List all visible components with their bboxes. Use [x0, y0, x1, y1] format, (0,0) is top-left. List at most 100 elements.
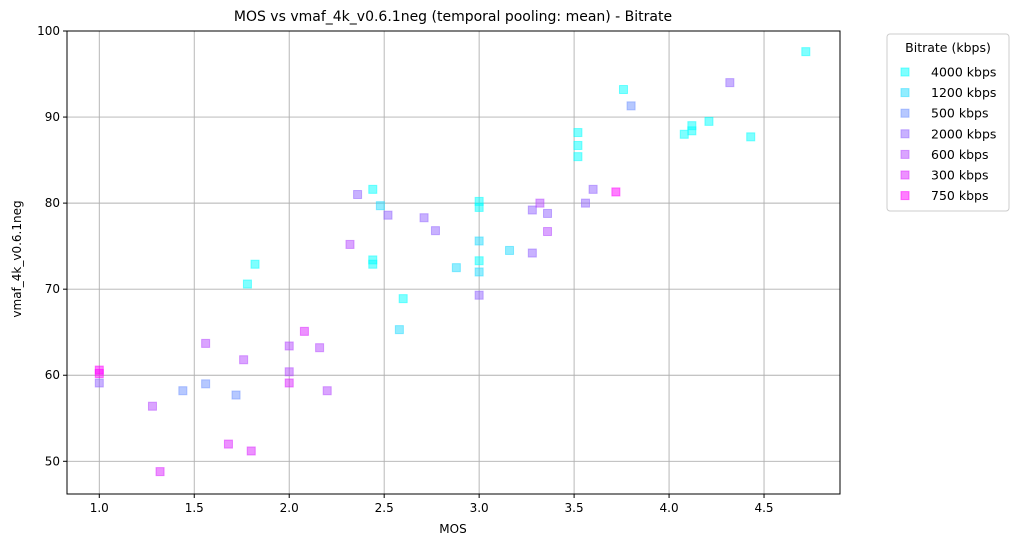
- legend-title: Bitrate (kbps): [905, 40, 991, 55]
- data-point: [573, 140, 583, 150]
- x-tick-label: 3.0: [470, 501, 489, 515]
- data-point: [284, 341, 294, 351]
- legend-marker: [900, 129, 910, 139]
- data-point: [398, 294, 408, 304]
- data-point: [618, 85, 628, 95]
- legend-entry: 750 kbps: [931, 188, 988, 203]
- y-tick-label: 100: [37, 24, 60, 38]
- data-point: [353, 190, 363, 200]
- data-point: [322, 386, 332, 396]
- legend-entry: 2000 kbps: [931, 126, 996, 141]
- x-axis: 1.0 1.5 2.0 2.5 3.0 3.5 4.0 4.5: [90, 494, 774, 515]
- grid: [67, 30, 840, 494]
- data-point: [505, 245, 515, 255]
- data-point: [801, 47, 811, 57]
- data-point: [394, 325, 404, 335]
- data-point: [242, 279, 252, 289]
- data-point: [746, 132, 756, 142]
- data-point: [430, 226, 440, 236]
- x-axis-title: MOS: [439, 522, 466, 536]
- legend-marker: [900, 67, 910, 77]
- x-tick-label: 1.5: [185, 501, 204, 515]
- legend-marker: [900, 170, 910, 180]
- data-point: [284, 367, 294, 377]
- data-point: [250, 259, 260, 269]
- data-point: [626, 101, 636, 111]
- data-point: [474, 202, 484, 212]
- legend: Bitrate (kbps) 4000 kbps 1200 kbps 500 kbp…: [886, 33, 1010, 212]
- series-750-kbps: [94, 187, 621, 379]
- legend-marker: [900, 88, 910, 98]
- legend-entry: 4000 kbps: [931, 65, 996, 80]
- y-tick-label: 50: [45, 454, 60, 468]
- data-points: [94, 47, 811, 477]
- data-point: [474, 290, 484, 300]
- data-point: [679, 129, 689, 139]
- data-point: [201, 379, 211, 389]
- series-300-kbps: [155, 326, 309, 477]
- data-point: [155, 467, 165, 477]
- data-point: [315, 343, 325, 353]
- y-tick-label: 90: [45, 110, 60, 124]
- x-tick-label: 2.0: [280, 501, 299, 515]
- x-tick-label: 2.5: [375, 501, 394, 515]
- data-point: [474, 267, 484, 277]
- data-point: [147, 401, 157, 411]
- data-point: [474, 256, 484, 266]
- data-point: [588, 184, 598, 194]
- chart-title: MOS vs vmaf_4k_v0.6.1neg (temporal pooli…: [234, 9, 672, 25]
- data-point: [383, 210, 393, 220]
- legend-frame: [886, 33, 1010, 212]
- data-point: [573, 128, 583, 138]
- series-600-kbps: [147, 198, 553, 411]
- data-point: [419, 213, 429, 223]
- data-point: [284, 378, 294, 388]
- data-point: [201, 338, 211, 348]
- data-point: [299, 326, 309, 336]
- y-tick-label: 60: [45, 368, 60, 382]
- data-point: [345, 239, 355, 249]
- data-point: [178, 386, 188, 396]
- data-point: [368, 259, 378, 269]
- data-point: [474, 236, 484, 246]
- data-point: [573, 152, 583, 162]
- data-point: [246, 446, 256, 456]
- data-point: [543, 227, 553, 237]
- data-point: [687, 126, 697, 136]
- data-point: [223, 439, 233, 449]
- series-1200-kbps: [375, 201, 515, 335]
- y-axis: 50 60 70 80 90 100: [37, 24, 67, 468]
- legend-entry: 1200 kbps: [931, 85, 996, 100]
- series-2000-kbps: [94, 78, 735, 388]
- data-point: [704, 116, 714, 126]
- data-point: [580, 198, 590, 208]
- data-point: [231, 390, 241, 400]
- legend-entry: 300 kbps: [931, 168, 988, 183]
- data-point: [94, 378, 104, 388]
- data-point: [611, 187, 621, 197]
- x-tick-label: 3.5: [565, 501, 584, 515]
- data-point: [527, 248, 537, 258]
- legend-marker: [900, 149, 910, 159]
- x-tick-label: 4.5: [754, 501, 773, 515]
- x-tick-label: 1.0: [90, 501, 109, 515]
- plot-area: [66, 30, 841, 495]
- y-tick-label: 80: [45, 196, 60, 210]
- data-point: [368, 184, 378, 194]
- legend-marker: [900, 191, 910, 201]
- legend-entry: 600 kbps: [931, 147, 988, 162]
- data-point: [94, 369, 104, 379]
- y-axis-title: vmaf_4k_v0.6.1neg: [10, 200, 24, 317]
- y-tick-label: 70: [45, 282, 60, 296]
- series-4000-kbps: [242, 47, 811, 304]
- data-point: [725, 78, 735, 88]
- data-point: [375, 201, 385, 211]
- series-500-kbps: [178, 101, 636, 400]
- data-point: [239, 355, 249, 365]
- data-point: [535, 198, 545, 208]
- data-point: [527, 205, 537, 215]
- legend-entry: 500 kbps: [931, 106, 988, 121]
- legend-marker: [900, 108, 910, 118]
- data-point: [451, 263, 461, 273]
